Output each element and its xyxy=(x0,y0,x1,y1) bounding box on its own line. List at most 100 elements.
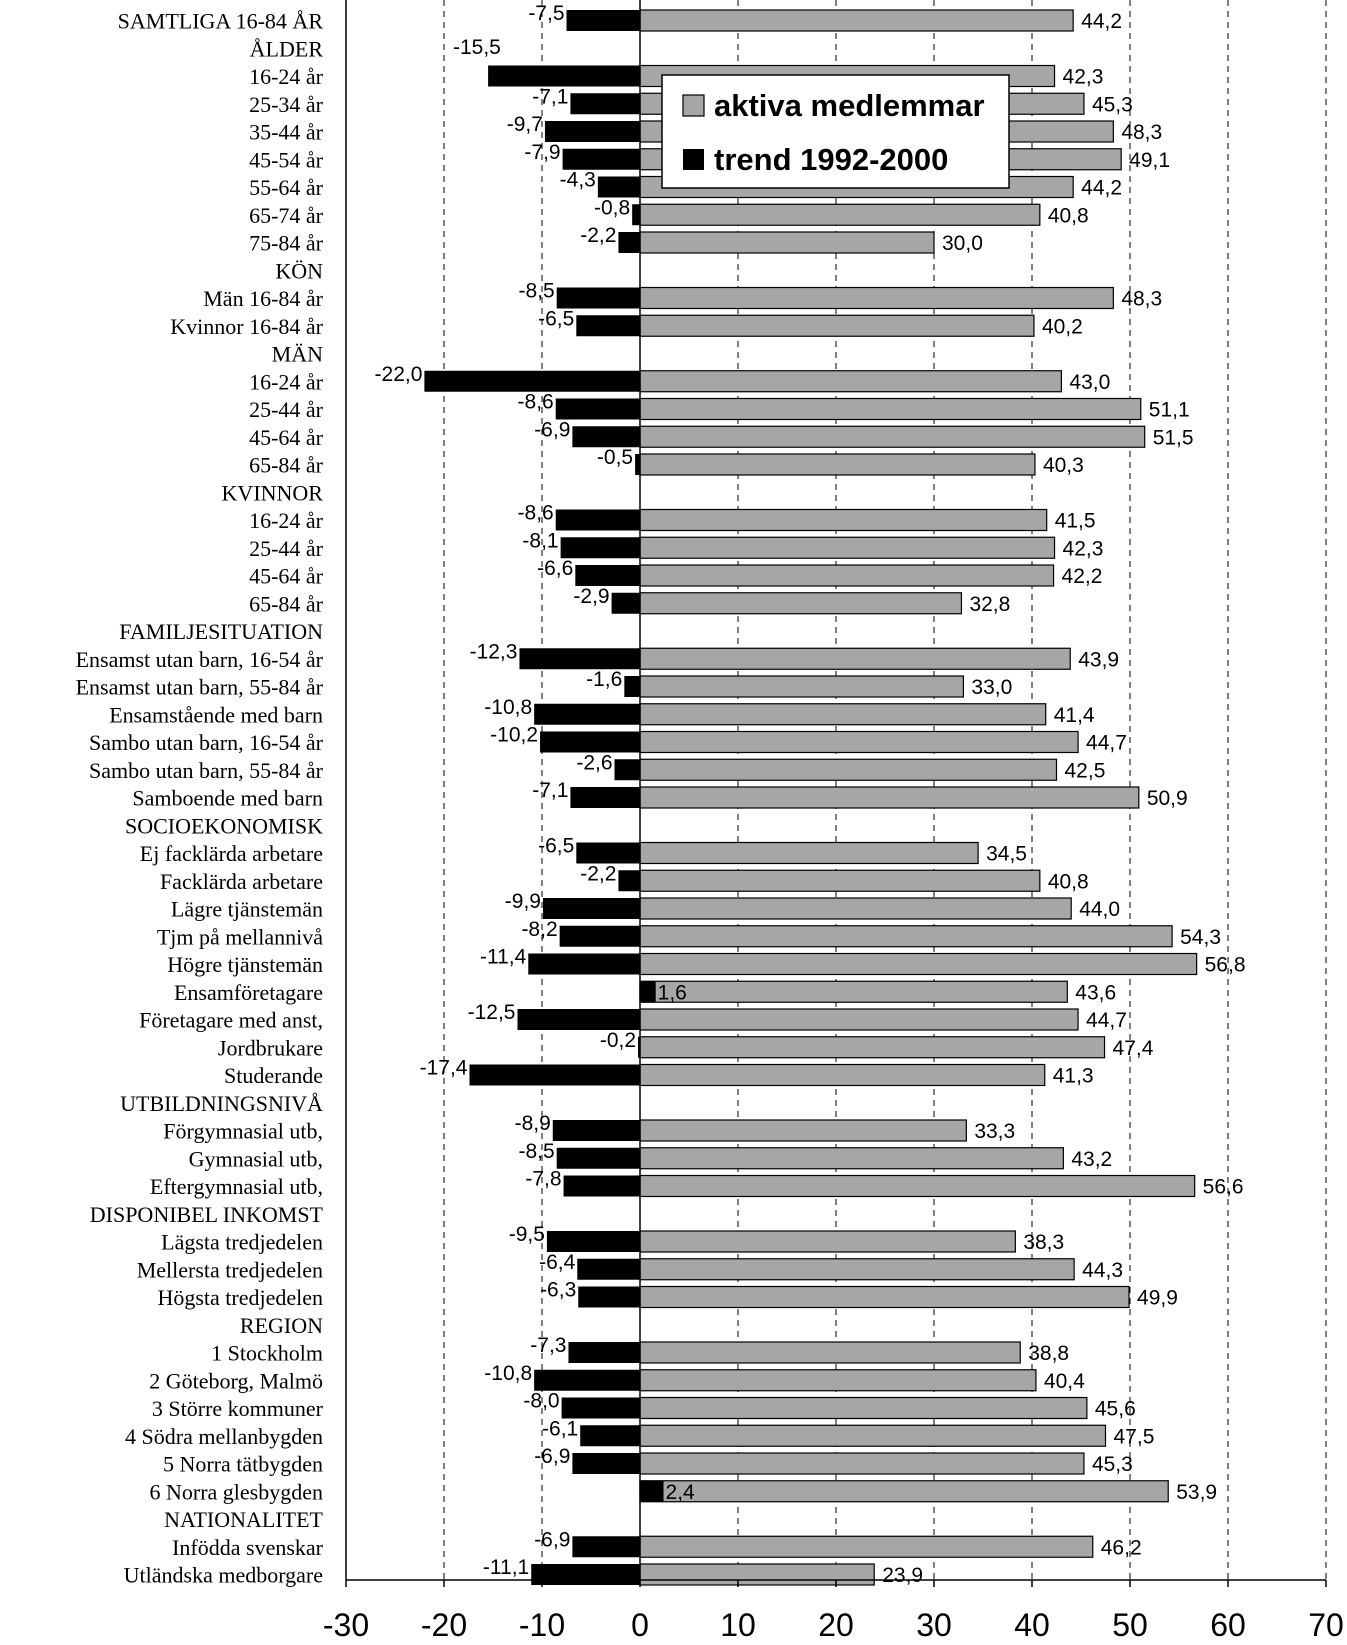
category-label: 65-84 år xyxy=(249,453,324,478)
bar-aktiva xyxy=(639,592,963,615)
bar-aktiva xyxy=(639,1119,967,1142)
category-label: Förgymnasial utb, xyxy=(163,1119,323,1144)
category-label: 25-44 år xyxy=(249,536,324,561)
bar-trend xyxy=(534,1369,640,1391)
bar-trend xyxy=(556,287,640,309)
data-label-trend: -6,3 xyxy=(540,1279,576,1302)
data-label-aktiva: 40,2 xyxy=(1042,315,1083,338)
bar-aktiva xyxy=(639,1535,1094,1558)
category-label: 1 Stockholm xyxy=(211,1341,323,1366)
bar-aktiva xyxy=(639,841,979,865)
category-label: Ensamst utan barn, 16-54 år xyxy=(76,647,324,672)
bar-trend xyxy=(540,731,640,753)
bar-trend xyxy=(559,925,640,947)
legend-swatch-aktiva xyxy=(682,94,705,117)
bar-aktiva xyxy=(639,1341,1021,1364)
bar-aktiva xyxy=(639,786,1140,809)
data-label-trend: -12,3 xyxy=(470,640,518,663)
data-label-trend: -10,2 xyxy=(490,724,538,747)
bar-aktiva xyxy=(639,869,1041,892)
bar-trend xyxy=(624,676,640,697)
bar-aktiva xyxy=(639,453,1036,476)
bar-aktiva xyxy=(639,1063,1046,1087)
data-label-aktiva: 38,3 xyxy=(1023,1231,1064,1254)
data-label-aktiva: 44,2 xyxy=(1081,177,1122,200)
category-label: 35-44 år xyxy=(249,120,324,145)
data-label-trend: -9,5 xyxy=(509,1223,545,1246)
category-label: 25-34 år xyxy=(249,92,324,117)
data-label-aktiva: 40,4 xyxy=(1044,1370,1085,1393)
data-label-trend: -2,9 xyxy=(573,585,609,608)
category-label: 2 Göteborg, Malmö xyxy=(149,1368,323,1393)
category-label: Högsta tredjedelen xyxy=(157,1285,323,1310)
data-label-aktiva: 48,3 xyxy=(1121,121,1162,144)
bar-trend xyxy=(519,648,640,670)
data-label-aktiva: 51,5 xyxy=(1153,426,1194,449)
category-label: UTBILDNINGSNIVÅ xyxy=(120,1091,323,1116)
bar-trend xyxy=(563,1175,640,1197)
bar-aktiva xyxy=(639,980,1068,1003)
data-label-aktiva: 40,8 xyxy=(1048,870,1089,893)
bar-trend xyxy=(424,370,640,392)
data-label-trend: -7,1 xyxy=(532,85,568,108)
category-label: Studerande xyxy=(224,1063,323,1088)
data-label-trend: -2,2 xyxy=(580,862,616,885)
category-label: Ensamföretagare xyxy=(174,980,323,1005)
data-label-trend: -7,5 xyxy=(528,2,564,25)
category-label: Högre tjänstemän xyxy=(167,952,323,977)
category-label: Mellersta tredjedelen xyxy=(137,1257,323,1282)
bar-aktiva xyxy=(639,647,1071,670)
bar-aktiva xyxy=(639,314,1035,337)
category-label: Jordbrukare xyxy=(218,1035,323,1060)
bar-trend xyxy=(534,703,640,725)
data-label-aktiva: 50,9 xyxy=(1147,787,1188,810)
data-label-aktiva: 46,2 xyxy=(1101,1536,1142,1559)
category-label: Sambo utan barn, 16-54 år xyxy=(89,730,324,755)
data-label-aktiva: 33,0 xyxy=(971,676,1012,699)
bar-aktiva xyxy=(639,1036,1106,1059)
data-label-trend: -1,6 xyxy=(586,668,622,691)
bar-aktiva xyxy=(639,564,1055,587)
x-tick-label: 10 xyxy=(720,1607,756,1643)
bar-aktiva xyxy=(639,758,1058,781)
category-label: Ensamstående med barn xyxy=(109,702,323,727)
axes: -30 -20 -10 0 10 20 30 40 50 60 70 xyxy=(323,0,1344,1643)
x-tick-label: 0 xyxy=(631,1607,649,1643)
bar-aktiva xyxy=(639,730,1079,754)
category-label: 16-24 år xyxy=(249,508,324,533)
data-label-trend: -6,1 xyxy=(542,1417,578,1440)
data-label-aktiva: 56,8 xyxy=(1205,954,1246,977)
data-label-trend: -11,1 xyxy=(483,1556,529,1579)
data-label-trend: -7,3 xyxy=(530,1334,566,1357)
bar-aktiva xyxy=(639,1258,1075,1281)
bar-aktiva xyxy=(639,1147,1064,1170)
data-label-aktiva: 44,7 xyxy=(1086,732,1127,755)
bar-trend xyxy=(517,1009,640,1030)
category-label: DISPONIBEL INKOMST xyxy=(90,1202,324,1227)
x-tick-label: -30 xyxy=(323,1607,369,1643)
data-label-trend: -6,5 xyxy=(538,307,574,330)
bar-aktiva xyxy=(639,925,1173,948)
data-label-trend: -6,5 xyxy=(538,835,574,858)
bar-aktiva xyxy=(639,897,1072,920)
data-label-trend: -7,1 xyxy=(532,779,568,802)
bar-trend xyxy=(640,981,656,1003)
category-label: Lägsta tredjedelen xyxy=(161,1230,323,1255)
bar-trend xyxy=(561,1397,640,1419)
bar-trend xyxy=(580,1425,640,1447)
data-label-trend: -0,8 xyxy=(594,196,630,219)
category-label: Ensamst utan barn, 55-84 år xyxy=(76,675,324,700)
x-tick-label: 50 xyxy=(1112,1607,1148,1643)
data-label-trend: -6,9 xyxy=(534,418,570,441)
bar-aktiva xyxy=(639,1424,1107,1447)
data-label-aktiva: 38,8 xyxy=(1028,1342,1069,1365)
bar-aktiva xyxy=(639,1452,1085,1475)
category-label: FAMILJESITUATION xyxy=(119,619,323,644)
x-tick-label: 70 xyxy=(1308,1607,1344,1643)
data-label-trend: -10,8 xyxy=(484,1362,532,1385)
bar-aktiva xyxy=(639,231,935,254)
category-label: 25-44 år xyxy=(249,397,324,422)
data-label-trend: -2,6 xyxy=(576,751,612,774)
bar-trend xyxy=(560,537,640,559)
